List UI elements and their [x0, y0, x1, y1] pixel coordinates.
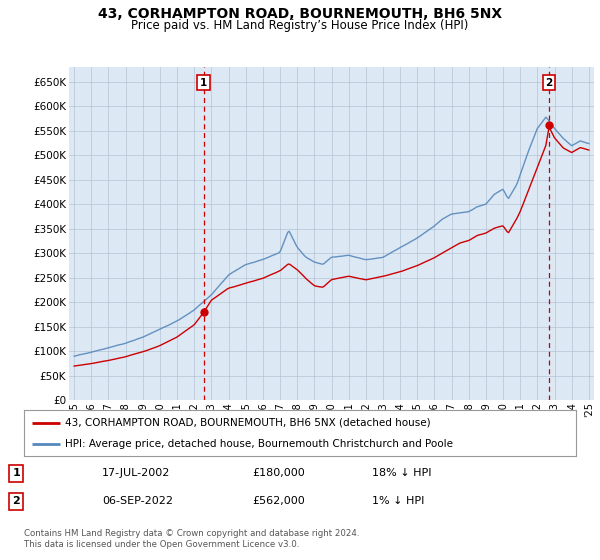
- Text: 06-SEP-2022: 06-SEP-2022: [102, 496, 173, 506]
- Text: 2: 2: [545, 78, 553, 88]
- Text: 17-JUL-2002: 17-JUL-2002: [102, 468, 170, 478]
- Text: 43, CORHAMPTON ROAD, BOURNEMOUTH, BH6 5NX (detached house): 43, CORHAMPTON ROAD, BOURNEMOUTH, BH6 5N…: [65, 418, 431, 428]
- Text: 1: 1: [200, 78, 207, 88]
- Text: Contains HM Land Registry data © Crown copyright and database right 2024.
This d: Contains HM Land Registry data © Crown c…: [24, 529, 359, 549]
- Text: £562,000: £562,000: [252, 496, 305, 506]
- Text: 43, CORHAMPTON ROAD, BOURNEMOUTH, BH6 5NX: 43, CORHAMPTON ROAD, BOURNEMOUTH, BH6 5N…: [98, 7, 502, 21]
- Text: 18% ↓ HPI: 18% ↓ HPI: [372, 468, 431, 478]
- Text: £180,000: £180,000: [252, 468, 305, 478]
- Text: Price paid vs. HM Land Registry’s House Price Index (HPI): Price paid vs. HM Land Registry’s House …: [131, 19, 469, 32]
- Text: 1: 1: [13, 468, 20, 478]
- Text: 2: 2: [13, 496, 20, 506]
- Text: HPI: Average price, detached house, Bournemouth Christchurch and Poole: HPI: Average price, detached house, Bour…: [65, 439, 454, 449]
- Text: 1% ↓ HPI: 1% ↓ HPI: [372, 496, 424, 506]
